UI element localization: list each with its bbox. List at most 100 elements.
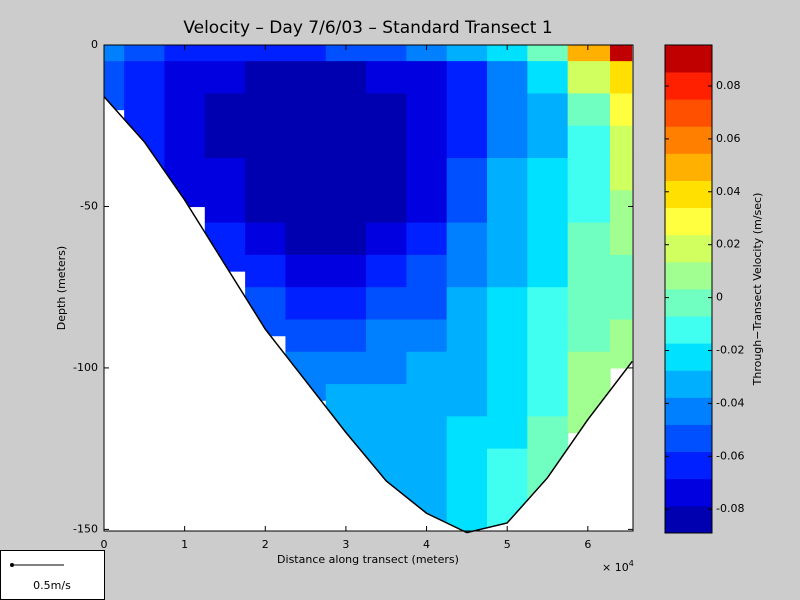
velocity-cell (406, 61, 448, 95)
velocity-cell (164, 45, 206, 62)
colorbar-swatch (665, 99, 712, 127)
velocity-cell (285, 125, 327, 159)
velocity-cell (487, 416, 528, 450)
velocity-cell (325, 222, 367, 256)
velocity-cell (527, 125, 569, 159)
velocity-cell (245, 93, 287, 127)
velocity-cell (487, 190, 528, 224)
velocity-cell (325, 45, 367, 62)
colorbar-swatch (665, 45, 712, 73)
velocity-cell (527, 384, 569, 417)
velocity-cell (610, 190, 633, 224)
colorbar-tick-label: -0.08 (716, 502, 744, 515)
velocity-cell (487, 45, 528, 62)
velocity-cell (446, 93, 488, 127)
velocity-cell (610, 61, 633, 95)
velocity-cell (527, 190, 569, 224)
velocity-cell (446, 319, 488, 353)
velocity-cell (487, 351, 528, 385)
y-tick-label: -100 (73, 361, 98, 374)
velocity-cell (245, 125, 287, 159)
colorbar-swatch (665, 370, 712, 398)
y-tick-label: 0 (91, 38, 98, 51)
velocity-cell (446, 254, 488, 288)
velocity-cell (366, 45, 408, 62)
velocity-cell (567, 287, 611, 321)
velocity-cell (487, 254, 528, 288)
colorbar-label: Through−Transect Velocity (m/sec) (751, 193, 764, 387)
velocity-cell (104, 45, 125, 62)
velocity-cell (366, 319, 408, 353)
velocity-cell (610, 45, 633, 62)
velocity-cell (204, 45, 246, 62)
velocity-cell (325, 61, 367, 95)
velocity-cell (487, 61, 528, 95)
velocity-cell (406, 158, 448, 191)
velocity-cell (406, 190, 448, 224)
chart-title: Velocity – Day 7/6/03 – Standard Transec… (183, 18, 552, 38)
velocity-cell (204, 61, 246, 95)
velocity-cell (325, 254, 367, 288)
bottom-profile (103, 96, 633, 534)
colorbar-swatch (665, 397, 712, 425)
colorbar-swatch (665, 261, 712, 290)
velocity-cell (446, 190, 488, 224)
velocity-cell (124, 61, 166, 95)
velocity-cell (366, 61, 408, 95)
velocity-cell (610, 158, 633, 191)
velocity-cell (487, 222, 528, 256)
velocity-cell (366, 158, 408, 191)
velocity-cell (567, 190, 611, 224)
colorbar-swatch (665, 451, 712, 480)
velocity-cell (325, 384, 367, 417)
velocity-cell (567, 254, 611, 288)
x-multiplier-exponent: 4 (629, 559, 634, 568)
velocity-cell (285, 45, 327, 62)
velocity-cell (366, 287, 408, 321)
scale-legend-box (0, 550, 105, 600)
velocity-cell (610, 93, 633, 127)
colorbar-swatch (665, 343, 712, 371)
velocity-cell (567, 351, 611, 385)
velocity-cell (366, 416, 408, 450)
x-tick-label: 1 (181, 538, 188, 551)
velocity-cell (567, 45, 611, 62)
x-tick-label: 2 (262, 538, 269, 551)
velocity-cell (104, 61, 125, 111)
velocity-cell (487, 287, 528, 321)
velocity-cell (325, 190, 367, 224)
velocity-cell (446, 61, 488, 95)
velocity-cell (124, 93, 166, 127)
velocity-cell (527, 61, 569, 95)
colorbar-swatch (665, 478, 712, 507)
velocity-cell (527, 287, 569, 321)
y-tick-label: -50 (80, 199, 98, 212)
velocity-cell (406, 319, 448, 353)
colorbar-tick-label: 0.02 (716, 238, 741, 251)
velocity-cell (366, 254, 408, 288)
velocity-cell (245, 254, 287, 288)
velocity-cell (325, 125, 367, 159)
colorbar-swatch (665, 207, 712, 236)
x-multiplier-base: × 10 (602, 561, 629, 574)
velocity-cell (406, 287, 448, 321)
velocity-cell (527, 416, 569, 450)
velocity-cell (446, 416, 488, 450)
velocity-cell (366, 351, 408, 385)
colorbar-swatch (665, 424, 712, 453)
colorbar-frame (664, 44, 713, 534)
velocity-cell (527, 222, 569, 256)
velocity-cell (285, 61, 327, 95)
velocity-cell (245, 45, 287, 62)
plot-frame (103, 44, 634, 532)
colorbar-tick-label: 0.08 (716, 79, 741, 92)
colorbar-tick-label: 0.06 (716, 132, 741, 145)
x-tick-label: 3 (342, 538, 349, 551)
velocity-cell (527, 254, 569, 288)
velocity-cell (487, 319, 528, 353)
velocity-cell (487, 448, 528, 482)
velocity-cell (325, 287, 367, 321)
velocity-cell (567, 125, 611, 159)
velocity-cell (285, 93, 327, 127)
velocity-cell (527, 158, 569, 191)
